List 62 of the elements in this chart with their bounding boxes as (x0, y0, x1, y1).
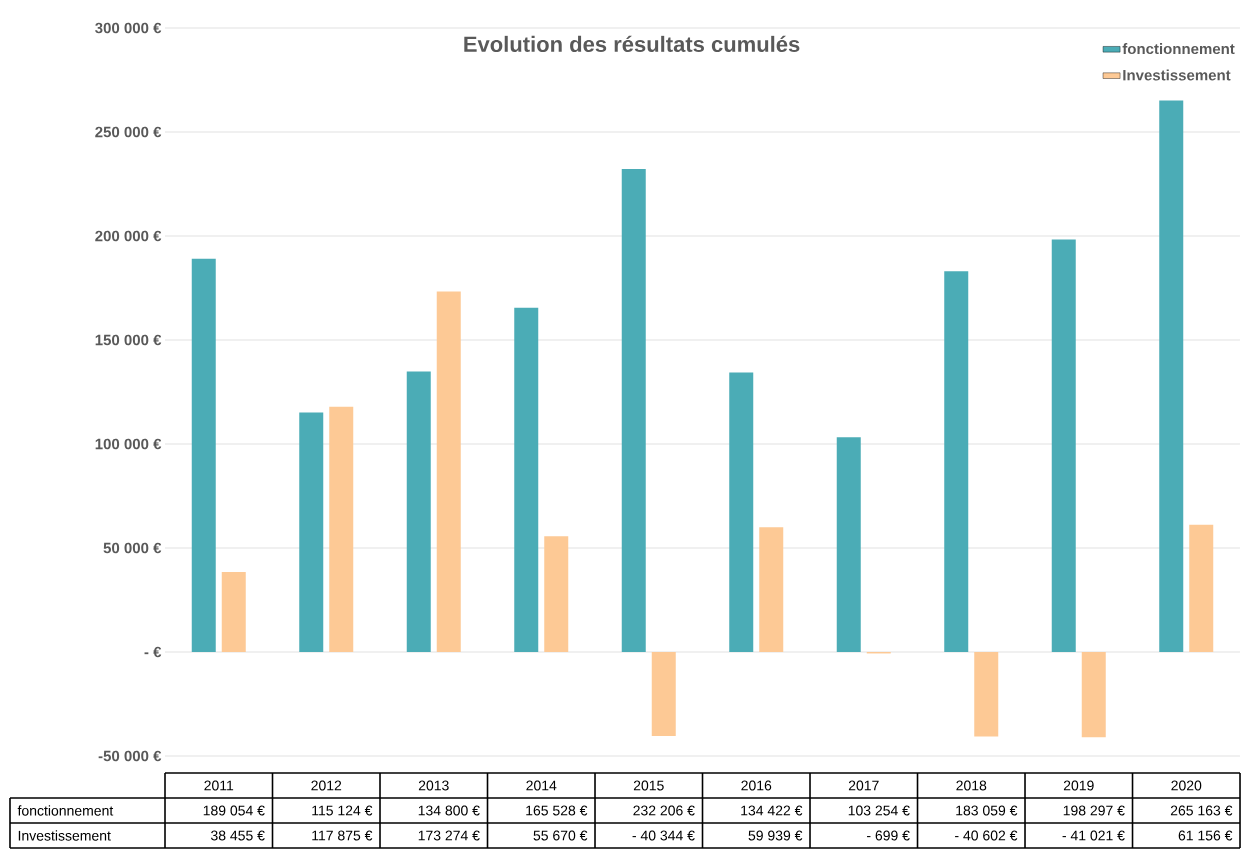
x-tick-label: 2016 (741, 780, 772, 791)
bar (329, 406, 354, 652)
y-tick-label: - € (144, 646, 162, 658)
chart-title: Evolution des résultats cumulés (464, 35, 800, 53)
data-label: - 41 021 € (1062, 830, 1125, 841)
x-tick-label: 2014 (526, 780, 557, 791)
x-tick-label: 2013 (418, 780, 449, 791)
bar (1081, 652, 1106, 738)
data-label: 173 274 € (418, 830, 480, 841)
data-label: 61 156 € (1178, 830, 1233, 841)
x-tick-label: 2019 (1063, 780, 1094, 791)
bar (944, 271, 969, 652)
y-tick-label: 150 000 € (95, 334, 162, 346)
y-tick-label: 200 000 € (95, 230, 162, 242)
bar (836, 437, 861, 652)
x-tick-label: 2015 (633, 780, 664, 791)
y-tick-label: 50 000 € (103, 542, 162, 554)
x-tick-label: 2018 (956, 780, 987, 791)
bar (1051, 239, 1076, 652)
data-label: 103 254 € (848, 805, 910, 816)
data-label: - 699 € (867, 830, 910, 841)
data-label: 232 206 € (633, 805, 695, 816)
data-label: 198 297 € (1063, 805, 1125, 816)
data-label: 115 124 € (312, 805, 373, 816)
data-label: - 40 602 € (955, 830, 1018, 841)
bar (406, 371, 431, 652)
bar (544, 536, 569, 652)
data-label: 55 670 € (533, 830, 588, 841)
data-label: 265 163 € (1170, 805, 1233, 816)
bar (759, 527, 784, 652)
data-label: 134 800 € (418, 805, 480, 816)
data-label: - 40 344 € (632, 830, 695, 841)
bar (191, 258, 216, 652)
bar (436, 291, 461, 652)
bar (514, 307, 539, 652)
bar (729, 372, 754, 652)
data-label: 183 059 € (956, 805, 1018, 816)
bar (621, 169, 646, 652)
x-tick-label: 2012 (311, 780, 342, 791)
text: Investissement (18, 830, 111, 841)
legend-label: Investissement (1123, 69, 1231, 81)
data-label: 38 455 € (211, 830, 265, 841)
text: fonctionnement (17, 805, 114, 816)
bar (974, 652, 999, 737)
data-label: 189 054 € (203, 805, 265, 816)
data-label: 165 528 € (526, 805, 588, 816)
y-tick-label: 250 000 € (95, 126, 162, 138)
bar (1159, 100, 1184, 652)
data-label: 117 875 € (312, 830, 373, 841)
x-tick-label: 2017 (848, 780, 879, 791)
bar (299, 412, 324, 652)
data-label: 134 422 € (741, 805, 803, 816)
legend-label: fonctionnement (1122, 43, 1235, 55)
x-tick-label: 2020 (1171, 780, 1202, 791)
data-label: 59 939 € (748, 830, 803, 841)
x-tick-label: 2011 (204, 780, 234, 791)
y-tick-label: -50 000 € (98, 750, 162, 762)
bar (1189, 524, 1214, 652)
bar (651, 652, 676, 736)
bar (221, 572, 246, 652)
y-tick-label: 300 000 € (95, 22, 162, 34)
y-tick-label: 100 000 € (95, 438, 162, 450)
